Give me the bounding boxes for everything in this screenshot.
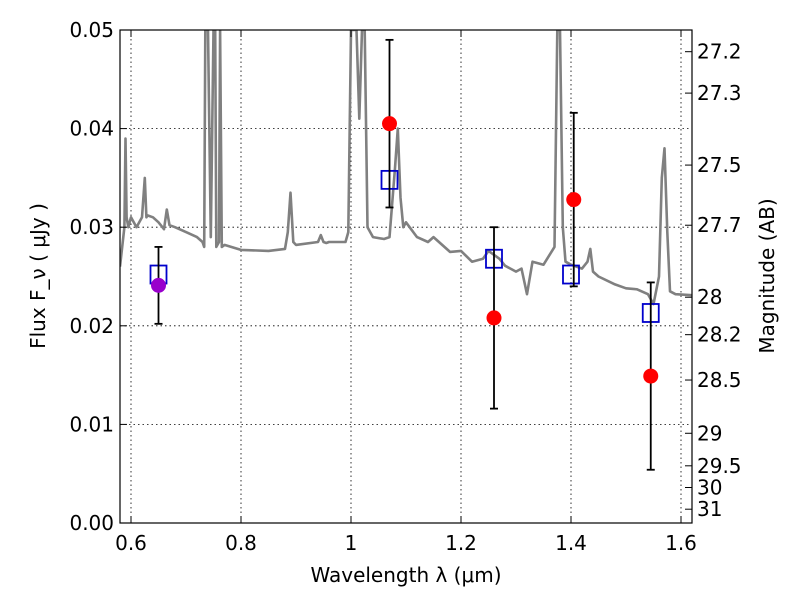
x-tick-label: 1.6 <box>665 531 697 555</box>
observed-point <box>382 116 397 132</box>
x-axis-label: Wavelength λ (μm) <box>310 563 501 587</box>
y2-tick-label: 27.2 <box>697 40 742 64</box>
model-spectrum-line <box>120 30 692 306</box>
plot-frame <box>119 29 693 524</box>
y-axis-label: Flux F_ν ( μJy ) <box>26 203 50 349</box>
x-tick-label: 1.4 <box>555 531 587 555</box>
axis-ticks: 0.6 0.8 1 1.2 1.4 1.6 0.00 0.01 0.02 0.03 0.04 0.05… <box>69 18 741 555</box>
y2-tick-label: 29 <box>697 421 722 445</box>
y2-tick-label: 28.5 <box>697 368 742 392</box>
y-tick-label: 0.03 <box>69 215 114 239</box>
model-spectrum-layer <box>120 30 692 306</box>
x-tick-label: 1.2 <box>445 531 477 555</box>
observed-point <box>151 277 166 293</box>
y2-tick-label: 27.7 <box>697 213 742 237</box>
y2-tick-label: 27.5 <box>697 153 742 177</box>
observed-point <box>486 310 502 326</box>
y-tick-label: 0.01 <box>69 412 114 436</box>
x-tick-label: 1 <box>345 531 358 555</box>
y2-tick-label: 31 <box>697 497 722 521</box>
observed-points-layer <box>151 38 659 471</box>
x-tick-label: 0.8 <box>225 531 257 555</box>
y2-tick-label: 29.5 <box>697 454 742 478</box>
observed-point <box>566 192 582 208</box>
y-tick-label: 0.00 <box>69 511 114 535</box>
y2-tick-label: 28.2 <box>697 323 742 347</box>
y-tick-label: 0.04 <box>69 117 114 141</box>
y2-tick-label: 27.3 <box>697 81 742 105</box>
y2-tick-label: 30 <box>697 476 722 500</box>
model-photometry-square <box>562 264 580 285</box>
y-tick-label: 0.02 <box>69 314 114 338</box>
y-tick-label: 0.05 <box>69 18 114 42</box>
y2-tick-label: 28 <box>697 285 722 309</box>
x-tick-label: 0.6 <box>115 531 147 555</box>
observed-point <box>643 368 659 384</box>
y2-axis-label: Magnitude (AB) <box>755 198 779 353</box>
